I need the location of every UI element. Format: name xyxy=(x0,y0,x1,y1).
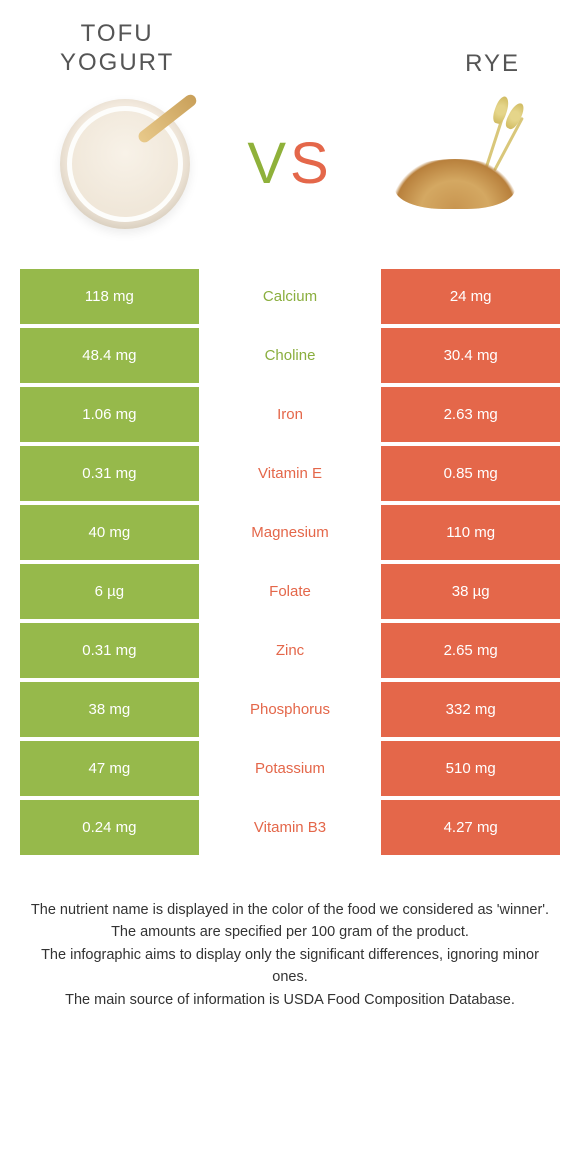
left-value: 1.06 mg xyxy=(20,387,199,442)
vs-s: S xyxy=(290,131,333,196)
table-row: 0.31 mgZinc2.65 mg xyxy=(20,623,560,678)
footer-line-1: The nutrient name is displayed in the co… xyxy=(30,899,550,921)
left-value: 0.24 mg xyxy=(20,800,199,855)
vs-label: VS xyxy=(247,130,332,197)
vs-row: VS xyxy=(0,89,580,269)
right-value: 24 mg xyxy=(381,269,560,324)
nutrient-label: Vitamin E xyxy=(201,446,380,501)
left-value: 40 mg xyxy=(20,505,199,560)
nutrient-label: Vitamin B3 xyxy=(201,800,380,855)
left-value: 38 mg xyxy=(20,682,199,737)
nutrient-label: Phosphorus xyxy=(201,682,380,737)
table-row: 47 mgPotassium510 mg xyxy=(20,741,560,796)
table-row: 118 mgCalcium24 mg xyxy=(20,269,560,324)
right-value: 38 µg xyxy=(381,564,560,619)
footer-line-4: The main source of information is USDA F… xyxy=(30,989,550,1011)
footer-line-2: The amounts are specified per 100 gram o… xyxy=(30,921,550,943)
right-value: 4.27 mg xyxy=(381,800,560,855)
right-value: 510 mg xyxy=(381,741,560,796)
table-row: 0.31 mgVitamin E0.85 mg xyxy=(20,446,560,501)
right-value: 110 mg xyxy=(381,505,560,560)
table-row: 6 µgFolate38 µg xyxy=(20,564,560,619)
nutrient-table: 118 mgCalcium24 mg48.4 mgCholine30.4 mg1… xyxy=(0,269,580,855)
table-row: 40 mgMagnesium110 mg xyxy=(20,505,560,560)
left-value: 47 mg xyxy=(20,741,199,796)
vs-v: V xyxy=(247,131,290,196)
nutrient-label: Choline xyxy=(201,328,380,383)
right-food-title: RYE xyxy=(465,20,520,79)
left-food-image xyxy=(50,89,200,239)
right-food-image xyxy=(380,89,530,239)
right-value: 0.85 mg xyxy=(381,446,560,501)
left-food-title: TOFU YOGURT xyxy=(60,20,174,78)
table-row: 0.24 mgVitamin B34.27 mg xyxy=(20,800,560,855)
nutrient-label: Magnesium xyxy=(201,505,380,560)
nutrient-label: Iron xyxy=(201,387,380,442)
right-value: 30.4 mg xyxy=(381,328,560,383)
left-value: 6 µg xyxy=(20,564,199,619)
left-value: 118 mg xyxy=(20,269,199,324)
table-row: 48.4 mgCholine30.4 mg xyxy=(20,328,560,383)
left-value: 48.4 mg xyxy=(20,328,199,383)
right-value: 332 mg xyxy=(381,682,560,737)
right-value: 2.65 mg xyxy=(381,623,560,678)
left-value: 0.31 mg xyxy=(20,446,199,501)
nutrient-label: Calcium xyxy=(201,269,380,324)
table-row: 38 mgPhosphorus332 mg xyxy=(20,682,560,737)
header: TOFU YOGURT RYE xyxy=(0,0,580,89)
nutrient-label: Potassium xyxy=(201,741,380,796)
table-row: 1.06 mgIron2.63 mg xyxy=(20,387,560,442)
nutrient-label: Folate xyxy=(201,564,380,619)
footer-line-3: The infographic aims to display only the… xyxy=(30,944,550,989)
rye-icon xyxy=(385,114,525,214)
left-value: 0.31 mg xyxy=(20,623,199,678)
footer-notes: The nutrient name is displayed in the co… xyxy=(0,859,580,1011)
tofu-yogurt-icon xyxy=(60,99,190,229)
right-value: 2.63 mg xyxy=(381,387,560,442)
nutrient-label: Zinc xyxy=(201,623,380,678)
